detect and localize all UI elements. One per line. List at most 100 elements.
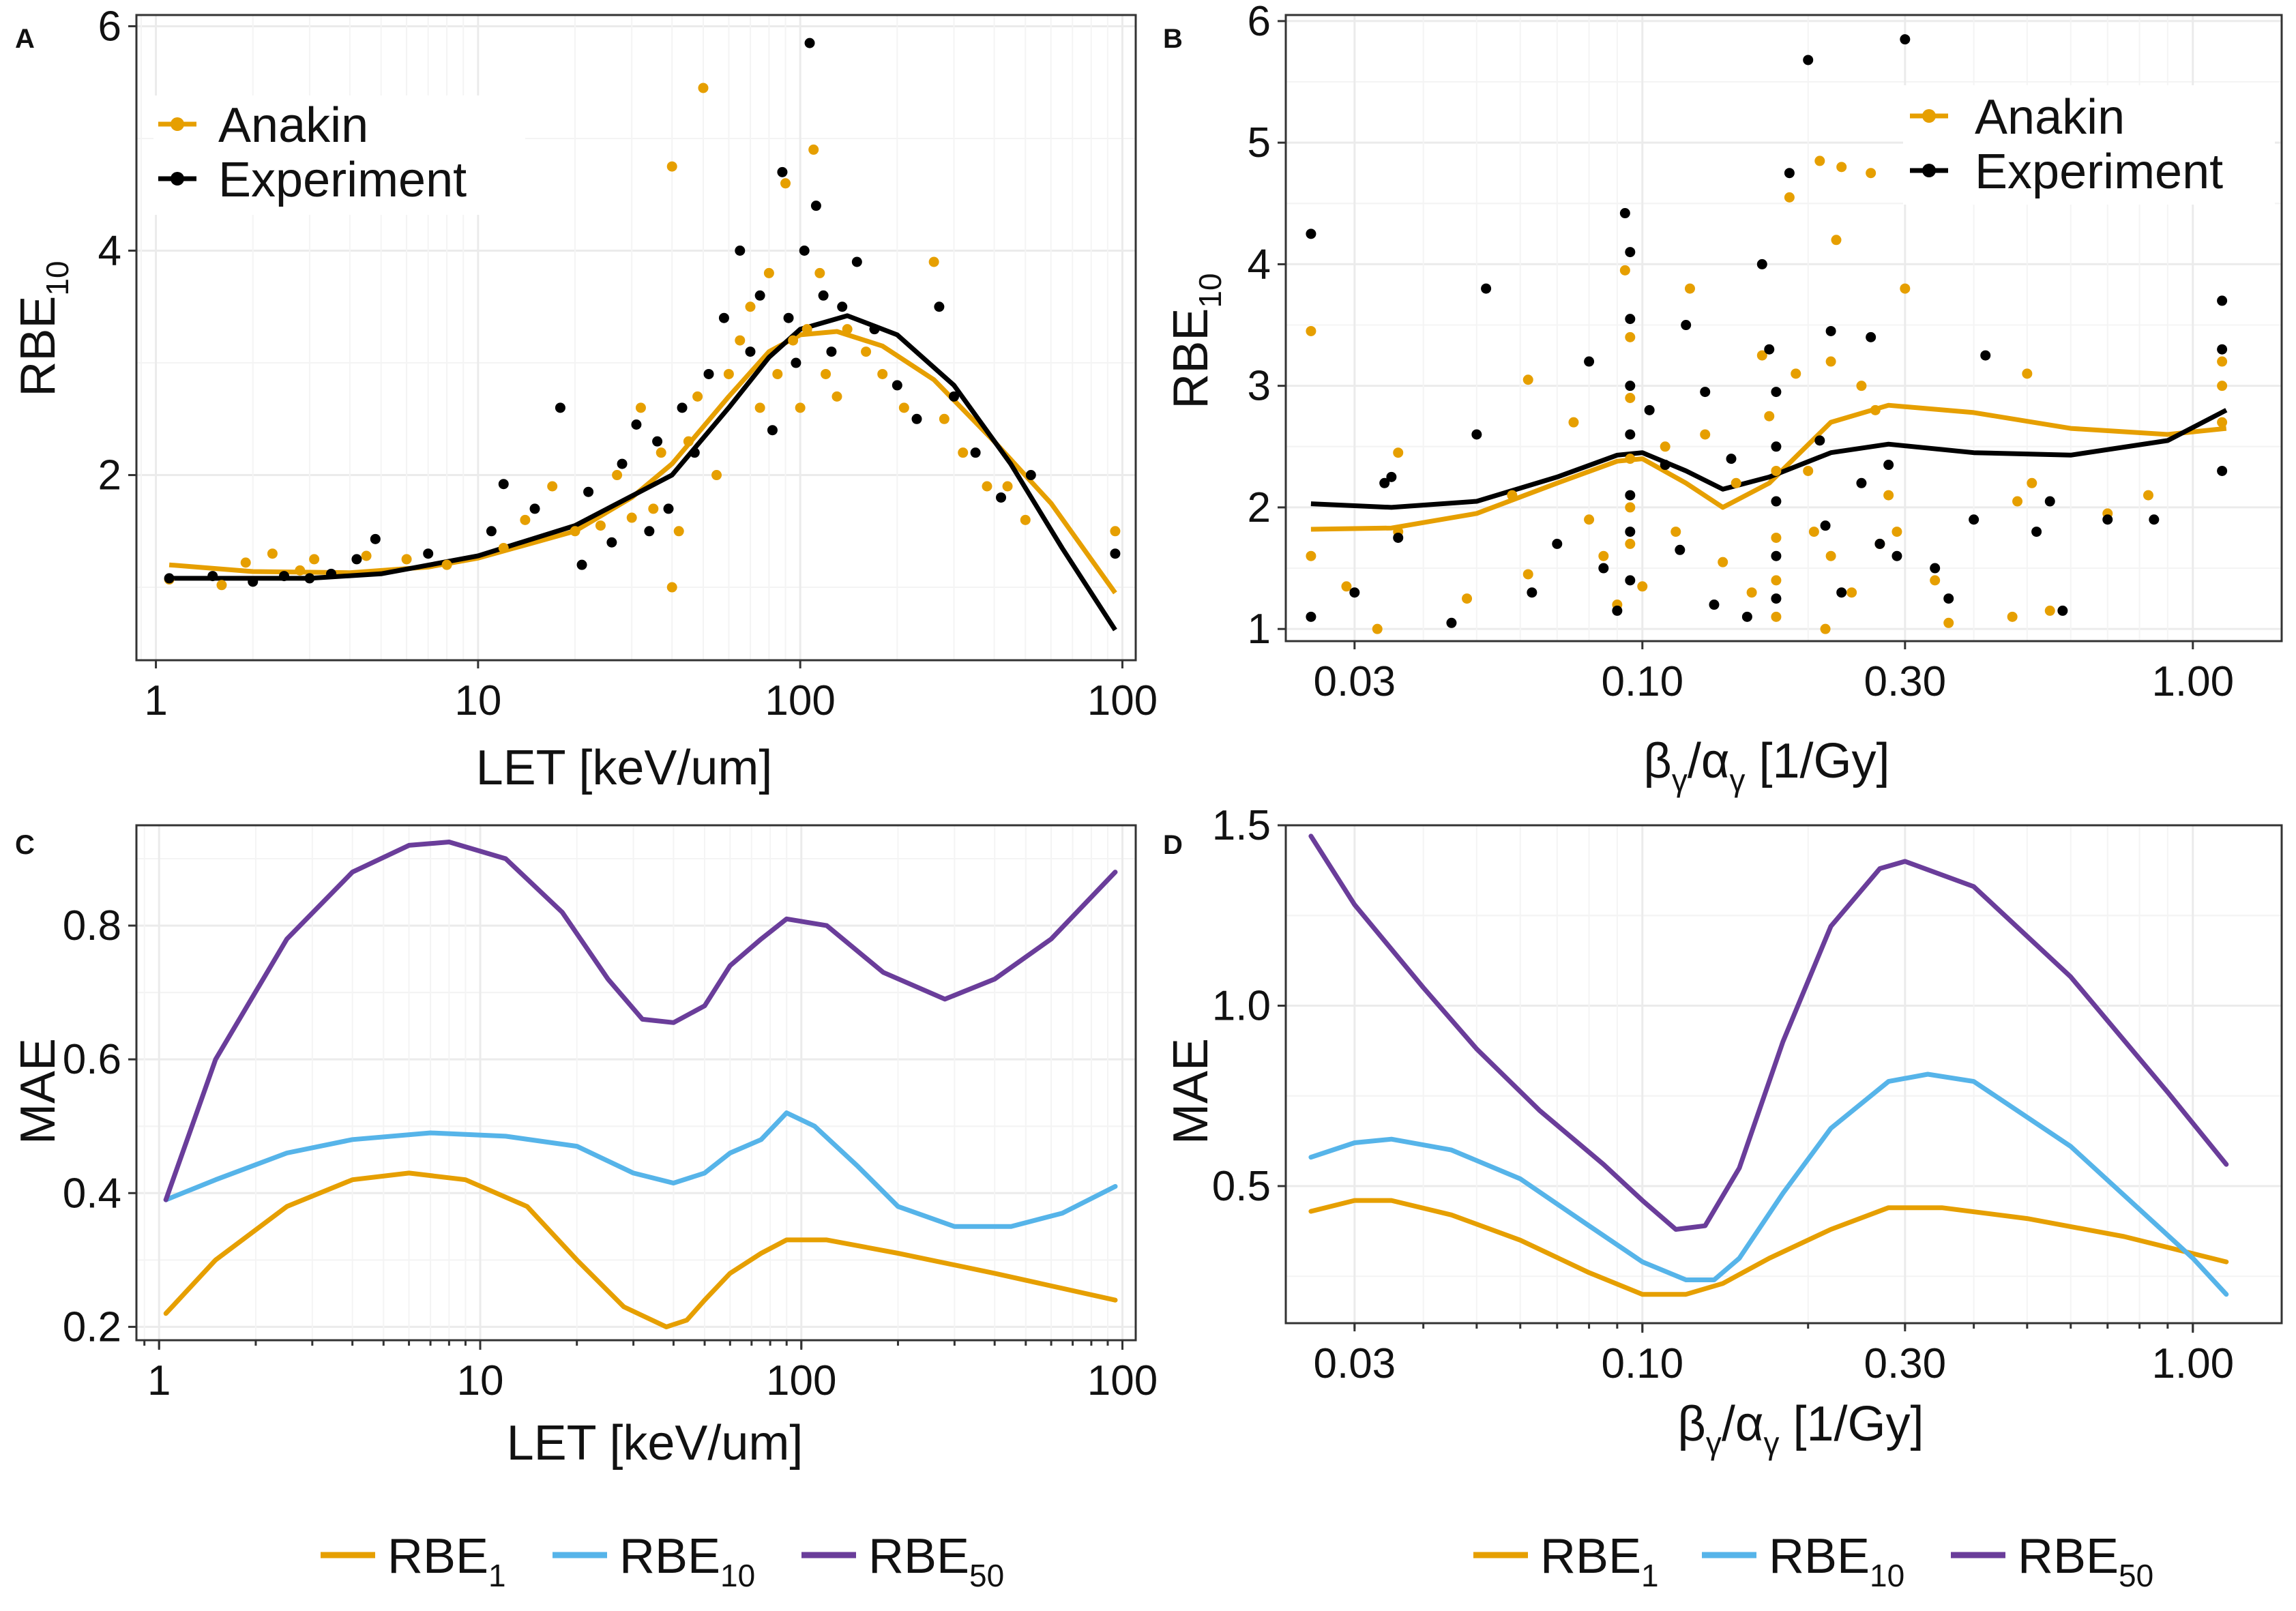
data-point-anakin [861, 346, 872, 357]
y-tick-label: 2 [98, 452, 121, 499]
panel-c: C 0.2 0.4 0.6 0.8 1 10 100 100 LET [keV/um] MAE [11, 824, 1158, 1470]
data-point-anakin [361, 550, 372, 561]
y-tick-label: 4 [98, 227, 121, 274]
data-point-experiment [1771, 593, 1782, 604]
data-point-anakin [1002, 481, 1013, 492]
data-point-anakin [1341, 581, 1352, 592]
panel-d-frame [1284, 824, 2283, 1325]
data-point-anakin [2217, 356, 2228, 367]
panel-d-xlabel: βγ/αγ [1/Gy] [1677, 1397, 1924, 1461]
panel-c-ticks: 0.2 0.4 0.6 0.8 1 10 100 100 [63, 902, 1158, 1404]
data-point-anakin [1836, 162, 1847, 173]
data-point-experiment [689, 447, 700, 458]
data-point-experiment [2057, 605, 2068, 616]
data-point-experiment [304, 573, 315, 584]
fit-line-experiment [1310, 408, 2228, 510]
data-point-anakin [754, 402, 765, 413]
data-point-anakin [1771, 575, 1782, 586]
data-point-anakin [2143, 490, 2153, 501]
panel-b-ticks: 1 2 3 4 5 6 0.03 0.10 0.30 1.00 [1248, 0, 2235, 705]
data-point-anakin [1731, 477, 1741, 488]
data-point-experiment [2044, 496, 2055, 507]
data-point-experiment [767, 425, 778, 436]
data-point-experiment [1836, 587, 1847, 598]
data-point-experiment [804, 38, 815, 48]
data-point-anakin [1393, 447, 1404, 458]
data-point-anakin [1625, 538, 1636, 549]
data-point-experiment [2217, 295, 2228, 306]
data-point-experiment [892, 380, 902, 391]
panel-a-ylabel: RBE10 [11, 261, 75, 396]
data-point-anakin [1870, 404, 1881, 415]
panel-d-ylabel: MAE [1164, 1038, 1218, 1144]
data-point-experiment [1930, 563, 1941, 574]
data-point-anakin [958, 447, 969, 458]
data-point-experiment [735, 245, 746, 256]
x-tick-label: 10 [454, 677, 501, 724]
data-point-experiment [1709, 600, 1720, 610]
data-point-anakin [1883, 490, 1894, 501]
panel-a-points [164, 38, 1121, 593]
data-point-experiment [644, 526, 655, 537]
data-point-experiment [677, 402, 688, 413]
data-point-experiment [818, 290, 829, 301]
data-point-experiment [996, 492, 1007, 503]
data-point-anakin [1900, 283, 1911, 294]
y-tick-label: 0.5 [1212, 1163, 1271, 1210]
data-point-experiment [1025, 470, 1036, 481]
x-tick-label: 10 [457, 1357, 504, 1404]
x-tick-label: 100 [1087, 1357, 1158, 1404]
data-point-anakin [595, 520, 606, 531]
data-point-experiment [810, 201, 821, 211]
legend-experiment-label: Experiment [1975, 145, 2223, 199]
data-point-anakin [772, 368, 783, 379]
y-tick-label: 5 [1248, 119, 1271, 166]
data-point-experiment [207, 571, 218, 582]
data-point-anakin [547, 481, 558, 492]
data-point-experiment [799, 245, 810, 256]
data-point-experiment [2102, 514, 2113, 525]
data-point-anakin [498, 542, 509, 553]
data-point-experiment [248, 576, 259, 587]
panel-a-ticks: 2 4 6 1 10 100 100 [98, 3, 1158, 724]
data-point-anakin [1568, 417, 1579, 428]
legend-rbe50-label: RBE50 [868, 1529, 1004, 1593]
data-point-anakin [216, 580, 227, 591]
x-tick-label: 1.00 [2151, 658, 2234, 705]
data-point-anakin [877, 368, 888, 379]
data-point-experiment [1943, 593, 1954, 604]
panel-d-letter: D [1163, 830, 1183, 860]
data-point-anakin [1306, 325, 1316, 336]
data-point-anakin [1831, 235, 1842, 246]
data-point-anakin [831, 391, 842, 402]
data-point-anakin [1820, 623, 1831, 634]
data-point-experiment [606, 537, 617, 548]
data-point-anakin [1700, 429, 1711, 440]
data-point-experiment [1820, 520, 1831, 531]
data-point-anakin [295, 565, 306, 576]
data-point-experiment [754, 290, 765, 301]
panel-b-letter: B [1163, 24, 1183, 54]
x-tick-label: 0.30 [1864, 1340, 1946, 1387]
panel-a-frame [135, 14, 1137, 662]
panel-d-grid [1286, 824, 2282, 1323]
data-point-experiment [1771, 441, 1782, 452]
data-point-anakin [745, 301, 756, 312]
x-tick-label: 0.10 [1601, 1340, 1683, 1387]
data-point-experiment [934, 301, 945, 312]
data-point-anakin [1306, 550, 1316, 561]
data-point-experiment [1883, 460, 1894, 471]
panel-c-grid [136, 825, 1136, 1340]
data-point-anakin [1825, 550, 1836, 561]
data-point-experiment [1625, 247, 1636, 258]
data-point-anakin [1671, 527, 1681, 537]
data-point-experiment [1874, 538, 1885, 549]
data-point-anakin [1684, 283, 1695, 294]
panel-b-xlabel: βγ/αγ [1/Gy] [1643, 734, 1889, 798]
data-point-experiment [1379, 477, 1390, 488]
data-point-experiment [1471, 429, 1482, 440]
y-tick-label: 2 [1248, 484, 1271, 531]
panel-c-ylabel: MAE [11, 1038, 65, 1144]
panel-b-legend: Anakin Experiment [1903, 85, 2275, 205]
data-point-experiment [1446, 617, 1457, 628]
